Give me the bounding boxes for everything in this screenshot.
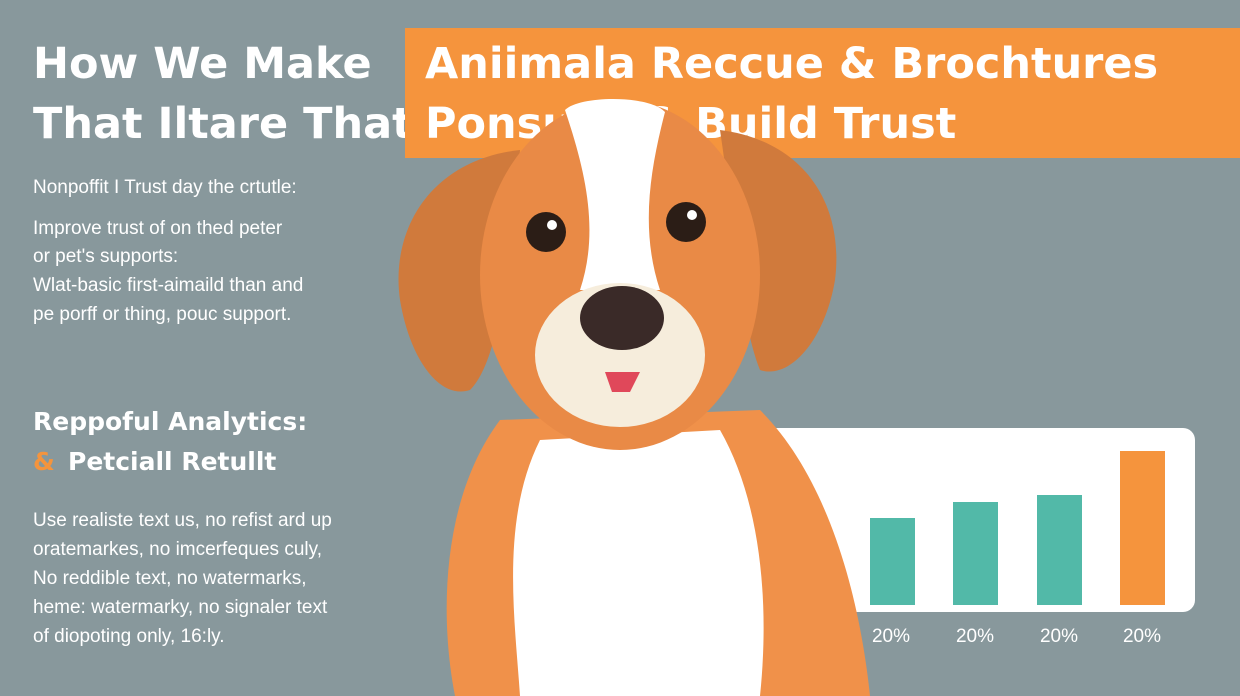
- intro-lead: Nonpoffit I Trust day the crtutle:: [33, 177, 297, 198]
- section-line: heme: watermarky, no signaler text: [33, 597, 328, 618]
- dog-nose: [580, 286, 664, 350]
- section-line: oratemarkes, no imcerfeques culy,: [33, 539, 322, 560]
- bar-label: 20%: [1040, 626, 1078, 647]
- dog-chest: [513, 430, 764, 696]
- title-line: That Iltare That: [33, 99, 413, 149]
- section-heading: Petciall Retullt: [68, 447, 276, 476]
- bar: [1037, 495, 1082, 605]
- dog-eye: [526, 212, 566, 252]
- intro-line: Improve trust of on thed peter: [33, 218, 283, 239]
- bar: [870, 518, 915, 605]
- dog-blaze: [565, 98, 665, 290]
- section-amp: &: [33, 447, 55, 476]
- bar-label: 20%: [956, 626, 994, 647]
- title-line: How We Make: [33, 39, 372, 89]
- dog-mouth: [605, 372, 640, 392]
- intro-line: Wlat-basic first-aimaild than and: [33, 275, 303, 296]
- section-line: No reddible text, no watermarks,: [33, 568, 307, 589]
- dog-eye: [666, 202, 706, 242]
- intro-line: pe porff or thing, pouc support.: [33, 304, 291, 325]
- bar: [1120, 451, 1165, 605]
- dog-illustration: [398, 98, 870, 696]
- eye-highlight: [547, 220, 557, 230]
- eye-highlight: [687, 210, 697, 220]
- section-line: Use realiste text us, no refist ard up: [33, 510, 332, 531]
- intro-line: or pet's supports:: [33, 246, 178, 267]
- banner-line: Aniimala Reccue & Brochtures: [425, 39, 1158, 89]
- section-line: of diopoting only, 16:ly.: [33, 626, 225, 647]
- bar: [953, 502, 998, 605]
- bar-label: 20%: [1123, 626, 1161, 647]
- bar-label: 20%: [872, 626, 910, 647]
- section-heading: Reppoful Analytics:: [33, 407, 307, 436]
